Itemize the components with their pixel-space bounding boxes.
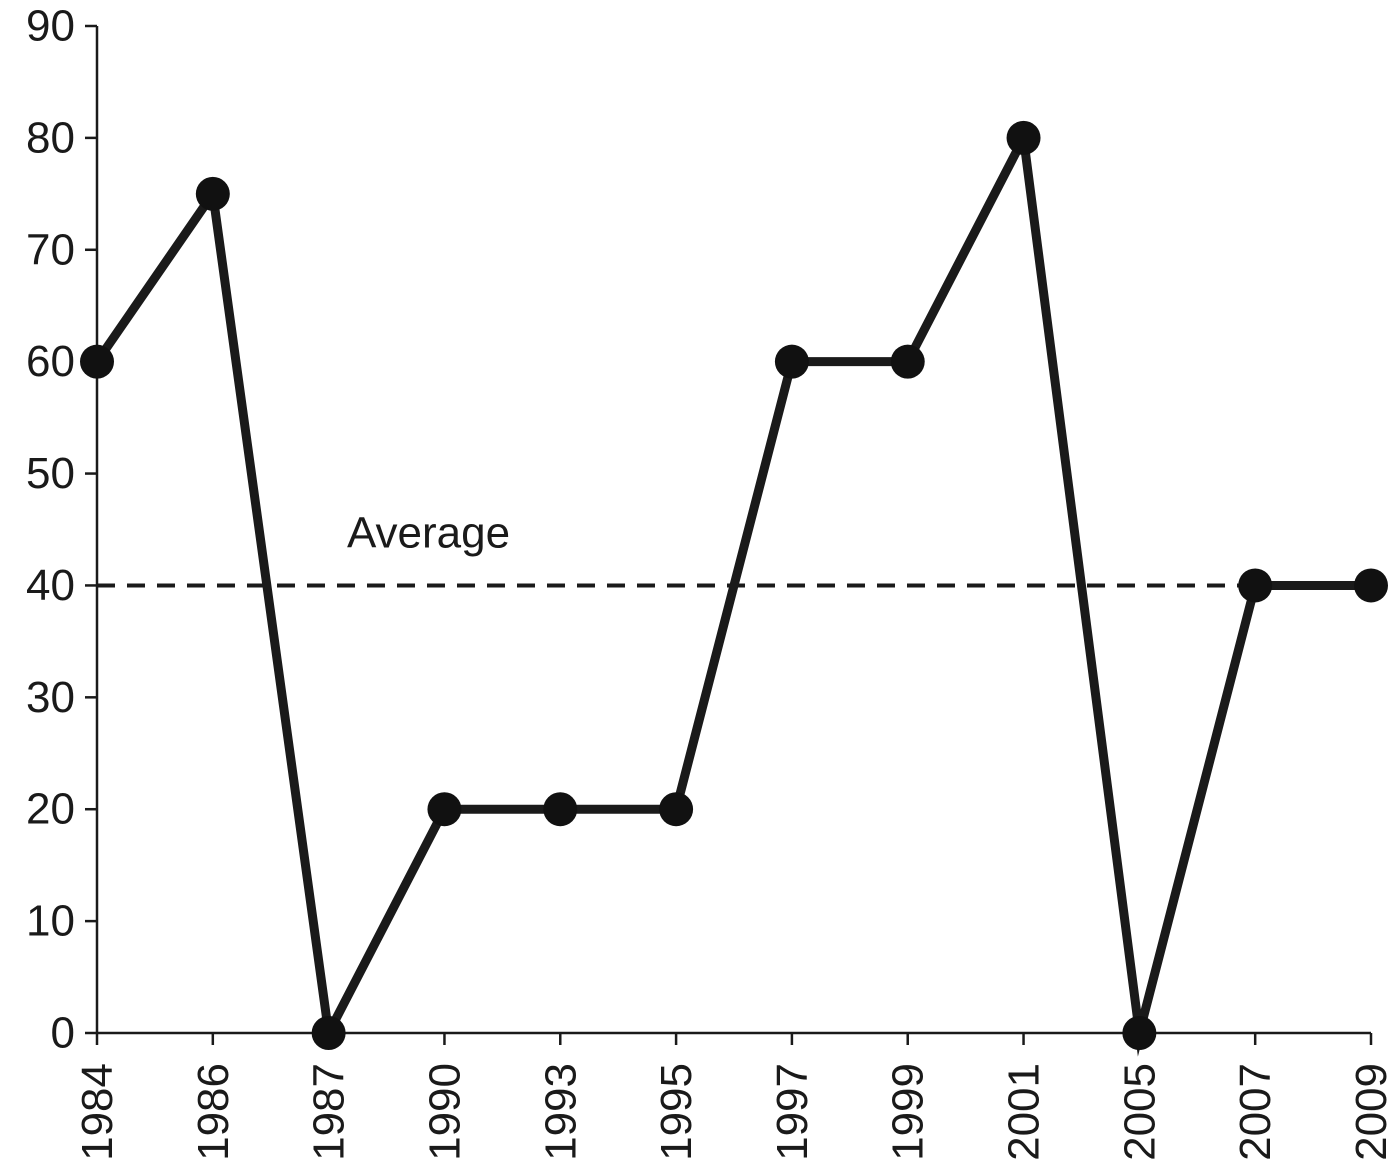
x-tick-label: 1984 xyxy=(73,1063,122,1161)
data-point xyxy=(890,344,925,379)
y-tick-label: 60 xyxy=(26,337,75,386)
y-tick-label: 30 xyxy=(26,673,75,722)
data-point xyxy=(80,344,114,379)
y-tick-label: 90 xyxy=(26,2,75,51)
y-axis: 0 10 20 30 40 50 60 70 80 90 xyxy=(26,2,99,1058)
data-point xyxy=(311,1016,346,1050)
series-line xyxy=(93,123,1371,1057)
x-tick-label: 1990 xyxy=(420,1063,469,1161)
y-tick-label: 70 xyxy=(26,225,75,274)
data-point xyxy=(659,792,694,827)
x-tick-label: 2005 xyxy=(1115,1063,1164,1161)
data-series xyxy=(80,120,1388,1057)
data-point xyxy=(427,792,462,827)
x-tick-label: 1986 xyxy=(189,1063,238,1161)
y-tick-label: 20 xyxy=(26,785,75,834)
y-tick-label: 0 xyxy=(51,1009,75,1058)
average-label: Average xyxy=(347,508,510,557)
data-point xyxy=(543,792,578,827)
data-point xyxy=(1354,568,1388,603)
x-tick-label: 2009 xyxy=(1347,1063,1396,1161)
x-tick-label: 1997 xyxy=(768,1063,817,1161)
data-point xyxy=(774,344,809,379)
data-point xyxy=(1122,1016,1157,1050)
x-tick-label: 2001 xyxy=(1000,1063,1049,1161)
y-tick-label: 80 xyxy=(26,113,75,162)
y-tick-label: 50 xyxy=(26,449,75,498)
x-axis: 1984 1986 1987 1990 1993 1995 1997 1999 2001 2005… xyxy=(73,1031,1396,1161)
x-tick-label: 1987 xyxy=(305,1063,354,1161)
data-point xyxy=(1238,568,1273,603)
x-tick-label: 1995 xyxy=(652,1063,701,1161)
data-point xyxy=(195,176,230,211)
x-tick-label: 2007 xyxy=(1231,1063,1280,1161)
x-tick-label: 1993 xyxy=(536,1063,585,1161)
y-tick-label: 40 xyxy=(26,561,75,610)
x-tick-label: 1999 xyxy=(884,1063,933,1161)
y-tick-label: 10 xyxy=(26,897,75,946)
data-point xyxy=(1006,120,1041,155)
